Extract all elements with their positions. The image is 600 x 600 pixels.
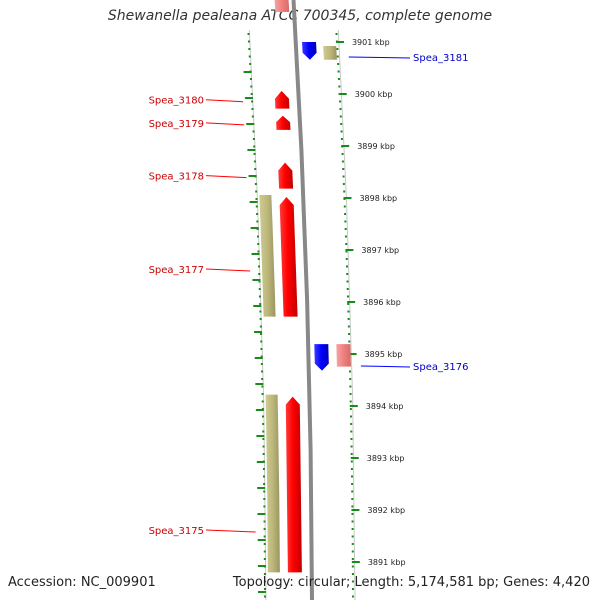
gene-arrow-forward — [279, 197, 298, 317]
gene-arrow-forward — [278, 162, 294, 189]
scale-tick-label: 3898 kbp — [359, 194, 397, 203]
gene-arrow-forward — [275, 90, 290, 109]
scale-tick-label: 3892 kbp — [367, 506, 405, 515]
gene-label-reverse: Spea_3176 — [413, 362, 468, 373]
gene-callout-line — [205, 122, 245, 126]
orf-bar — [265, 394, 280, 573]
gene-callout-line — [205, 268, 251, 272]
accession-text: Accession: NC_009901 — [8, 575, 156, 590]
scale-tick-label: 3900 kbp — [355, 90, 393, 99]
scale-tick-label: 3897 kbp — [361, 246, 399, 255]
gene-label-forward: Spea_3179 — [149, 119, 204, 130]
genome-backbone — [291, 0, 314, 600]
outer-guide-right — [337, 29, 356, 600]
gene-label-forward: Spea_3175 — [149, 526, 204, 537]
orf-bar — [323, 46, 337, 60]
rna-feature — [336, 344, 351, 367]
gene-label-forward: Spea_3178 — [149, 172, 204, 183]
scale-tick-label: 3894 kbp — [366, 402, 404, 411]
gene-callout-line — [205, 175, 247, 179]
gene-callout-line — [205, 529, 256, 533]
gene-arrow-reverse — [314, 344, 329, 371]
gene-arrow-forward — [276, 115, 291, 130]
orf-bar — [259, 195, 276, 317]
gene-callout-line — [205, 99, 244, 103]
gene-arrow-forward — [285, 396, 302, 573]
scale-tick-label: 3895 kbp — [365, 350, 403, 359]
scale-tick-label: 3891 kbp — [368, 558, 406, 567]
scale-tick-label: 3896 kbp — [363, 298, 401, 307]
genome-summary-text: Topology: circular; Length: 5,174,581 bp… — [232, 575, 590, 590]
gene-callout-line — [360, 365, 411, 368]
gene-arrow-reverse — [302, 42, 317, 60]
gene-label-forward: Spea_3177 — [149, 265, 204, 276]
scale-tick-label: 3893 kbp — [367, 454, 405, 463]
scale-tick-label: 3899 kbp — [357, 142, 395, 151]
gene-label-reverse: Spea_3181 — [413, 53, 468, 64]
gene-callout-line — [348, 56, 411, 59]
gene-label-forward: Spea_3180 — [149, 96, 204, 107]
scale-tick-label: 3901 kbp — [352, 38, 390, 47]
genome-title: Shewanella pealeana ATCC 700345, complet… — [107, 8, 493, 24]
offscreen-feature-top — [274, 0, 290, 12]
